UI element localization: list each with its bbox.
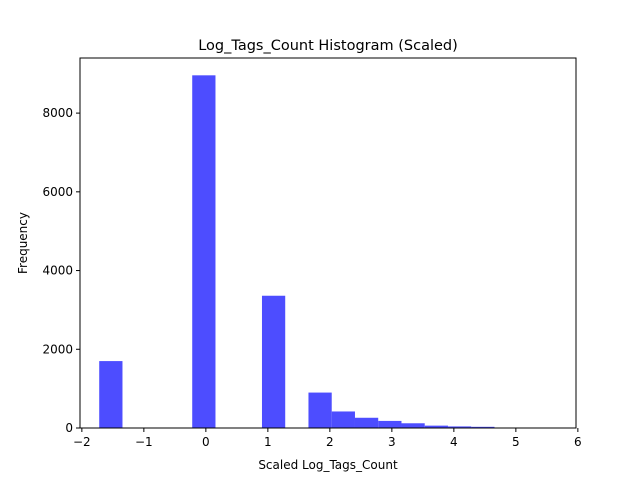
histogram-bar — [471, 426, 495, 428]
x-tick-label: −1 — [135, 435, 153, 449]
histogram-bar — [99, 361, 123, 428]
x-tick-label: 1 — [264, 435, 272, 449]
y-axis-ticks: 0 2000 4000 6000 8000 — [42, 106, 80, 435]
histogram-bar — [331, 411, 355, 428]
x-axis-label: Scaled Log_Tags_Count — [258, 458, 398, 472]
histogram-bar — [424, 425, 448, 428]
x-axis-ticks: −2 −1 0 1 2 3 4 5 6 — [73, 428, 582, 449]
x-tick-label: 0 — [202, 435, 210, 449]
plot-frame — [79, 57, 577, 429]
histogram-bar — [378, 420, 402, 428]
y-tick-label: 0 — [65, 421, 73, 435]
histogram-bar — [261, 295, 286, 428]
bars-group — [99, 75, 565, 428]
y-tick-label: 4000 — [42, 264, 73, 278]
histogram-bar — [401, 423, 425, 428]
y-tick-label: 6000 — [42, 185, 73, 199]
histogram-bar — [308, 392, 332, 428]
x-tick-label: 5 — [512, 435, 520, 449]
x-tick-label: 3 — [388, 435, 396, 449]
x-tick-label: 6 — [574, 435, 582, 449]
y-tick-label: 8000 — [42, 106, 73, 120]
x-tick-label: 2 — [326, 435, 334, 449]
histogram-bar — [447, 426, 472, 428]
histogram-bar — [354, 417, 379, 428]
y-tick-label: 2000 — [42, 342, 73, 356]
y-axis-label: Frequency — [16, 212, 30, 274]
x-tick-label: −2 — [73, 435, 91, 449]
x-tick-label: 4 — [450, 435, 458, 449]
histogram-bar — [192, 75, 216, 428]
chart-title: Log_Tags_Count Histogram (Scaled) — [198, 38, 458, 54]
